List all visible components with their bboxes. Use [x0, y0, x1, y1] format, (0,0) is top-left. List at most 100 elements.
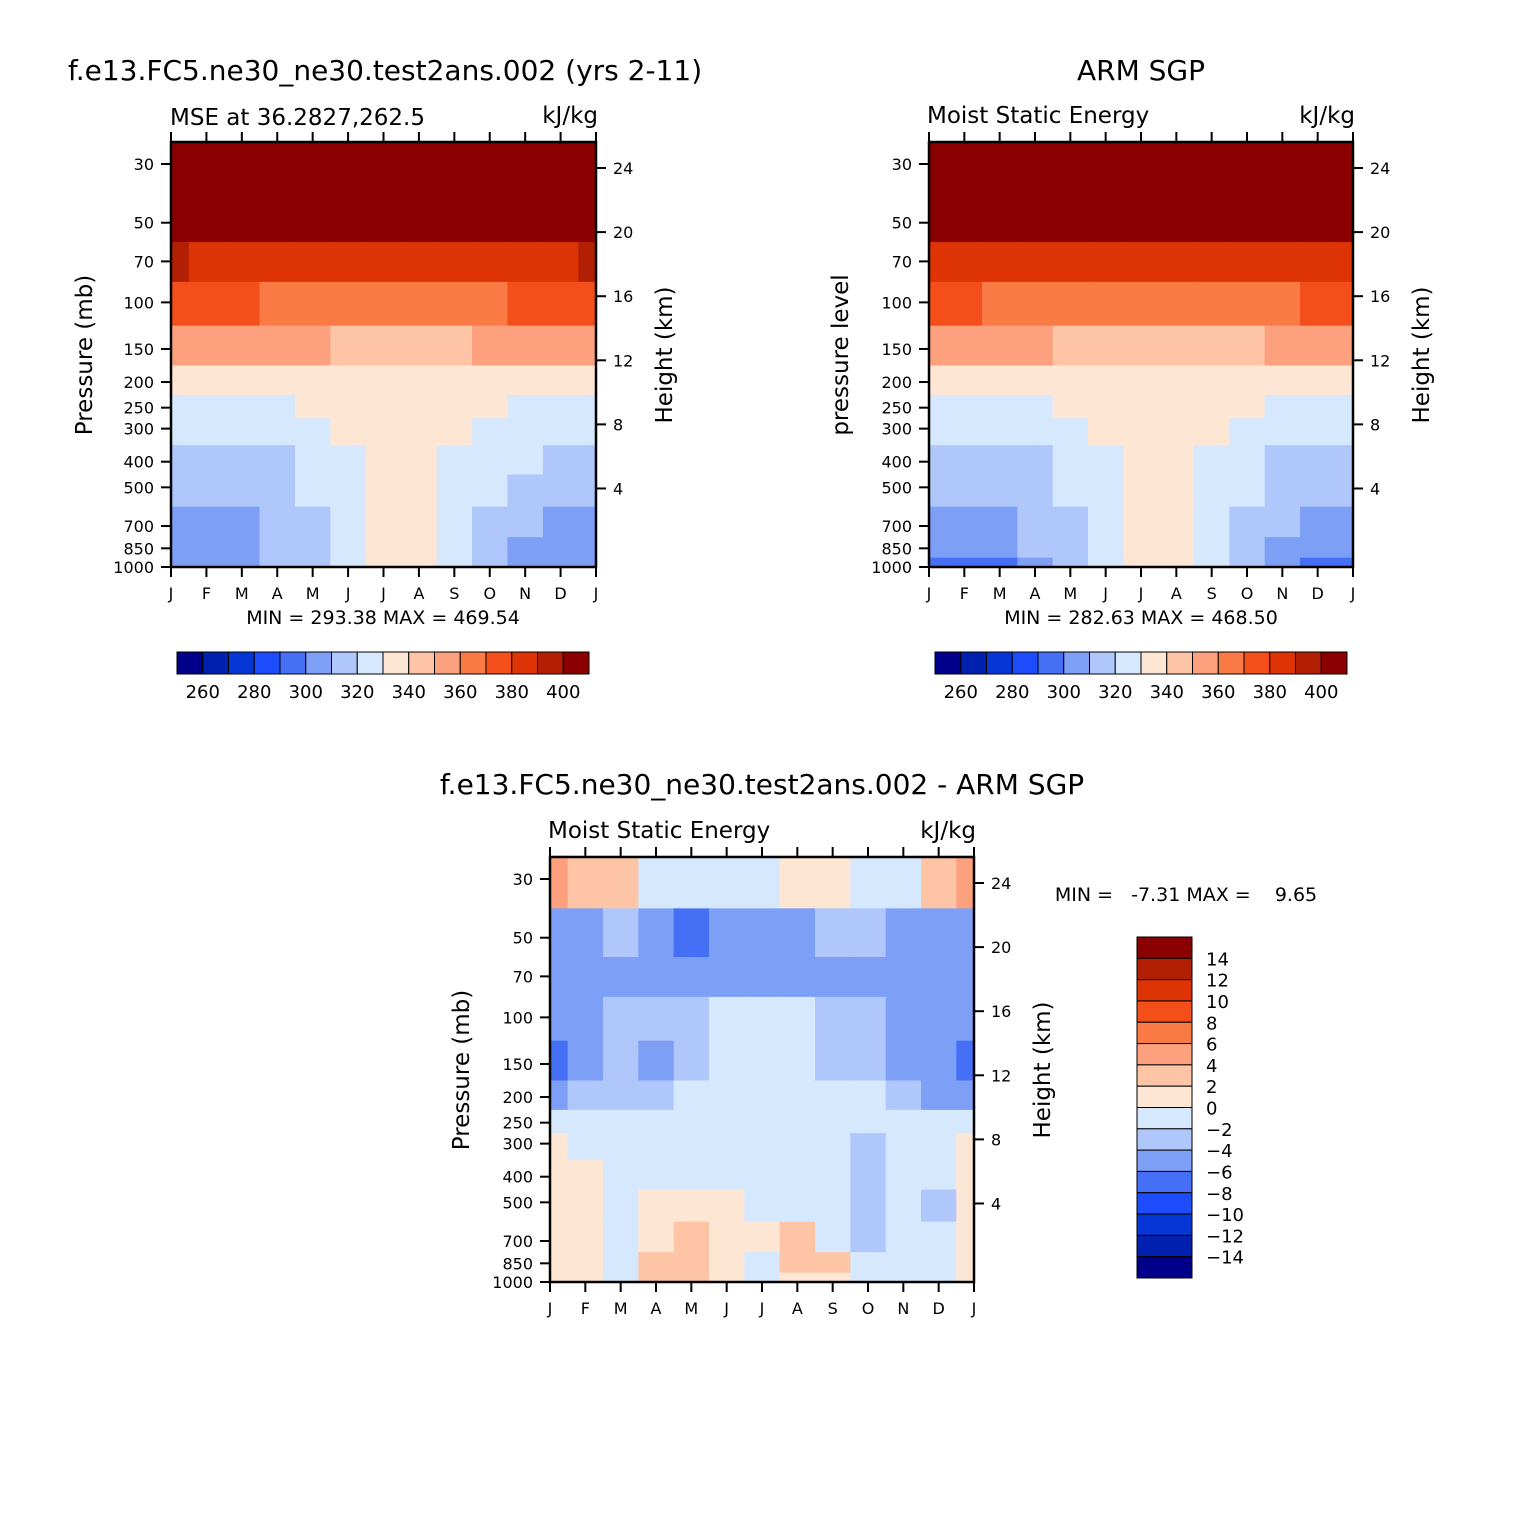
contour-cell [1123, 281, 1160, 327]
contour-cell [578, 325, 597, 367]
contour-cell [542, 474, 579, 508]
contour-cell [224, 142, 261, 194]
colorbar-swatch [176, 651, 204, 675]
contour-cell [1335, 142, 1354, 194]
contour-cell [1229, 557, 1266, 568]
contour-cell [603, 908, 639, 958]
contour-cell [1300, 193, 1336, 243]
y-tick-label: 300 [502, 1135, 533, 1154]
contour-cell [673, 1221, 710, 1253]
contour-cell [956, 1221, 975, 1253]
y-tick-label: 500 [123, 478, 154, 497]
contour-cell [815, 1221, 851, 1253]
panel1-colorbar: 260 280 300 320 340 360 380 400 [176, 651, 590, 703]
contour-cell [1264, 193, 1301, 243]
contour-cell [401, 506, 438, 538]
colorbar-swatch [1089, 651, 1116, 675]
y-tick-label: 70 [513, 967, 533, 986]
contour-cell [1229, 445, 1266, 476]
contour-cell [815, 1189, 851, 1223]
colorbar-label: 300 [289, 682, 323, 703]
colorbar-label: 400 [1304, 682, 1338, 703]
contour-cell [1335, 365, 1354, 396]
contour-cell [259, 242, 296, 283]
contour-cell [1017, 281, 1054, 327]
contour-cell [567, 1040, 604, 1082]
contour-cell [956, 996, 975, 1042]
colorbar-swatch [1136, 1085, 1193, 1108]
x-tick-label: M [684, 1299, 698, 1318]
panel1-subtitle-left: MSE at 36.2827,262.5 [170, 105, 425, 131]
contour-cell [779, 996, 816, 1042]
contour-cell [472, 365, 509, 396]
contour-cell [946, 325, 983, 367]
contour-cell [401, 365, 438, 396]
contour-cell [567, 1272, 604, 1283]
contour-cell [1052, 537, 1089, 559]
colorbar-swatch [1011, 651, 1039, 675]
x-tick-label: O [1241, 584, 1254, 603]
x-tick-label: J [926, 584, 932, 603]
contour-cell [603, 1189, 639, 1223]
contour-cell [1017, 394, 1054, 419]
x-tick-label: S [449, 584, 459, 603]
contour-cell [946, 445, 983, 476]
y-right-tick-label: 20 [991, 938, 1011, 957]
contour-cell [638, 1133, 675, 1161]
contour-cell [779, 1080, 816, 1111]
contour-cell [365, 537, 402, 559]
contour-cell [946, 537, 983, 559]
contour-cell [330, 193, 367, 243]
contour-cell [744, 1133, 781, 1161]
colorbar-label: −12 [1206, 1226, 1244, 1247]
contour-cell [850, 1040, 887, 1082]
contour-cell [401, 325, 438, 367]
contour-cell [578, 557, 597, 568]
contour-cell [638, 1040, 675, 1082]
contour-cell [224, 193, 261, 243]
colorbar-swatch [485, 651, 513, 675]
contour-cell [1335, 193, 1354, 243]
contour-cell [779, 957, 816, 998]
contour-cell [1088, 537, 1124, 559]
contour-cell [1123, 445, 1160, 476]
contour-cell [744, 855, 781, 909]
panel2-title: ARM SGP [1077, 54, 1205, 87]
x-tick-label: A [1030, 584, 1041, 603]
contour-cell [188, 193, 225, 243]
contour-cell [638, 1252, 675, 1274]
contour-cell [294, 193, 331, 243]
contour-cell [921, 1272, 957, 1283]
contour-cell [472, 193, 509, 243]
contour-cell [982, 557, 1018, 568]
y-right-tick-label: 16 [613, 287, 633, 306]
y-right-tick-label: 12 [1370, 351, 1390, 370]
y-tick-label: 400 [123, 453, 154, 472]
contour-cell [1052, 242, 1089, 283]
contour-cell [507, 394, 544, 419]
contour-cell [921, 1080, 957, 1111]
contour-cell [709, 855, 745, 909]
contour-cell [1264, 325, 1301, 367]
contour-cell [472, 557, 509, 568]
contour-cell [1300, 242, 1336, 283]
contour-cell [401, 537, 438, 559]
contour-cell [815, 1160, 851, 1191]
contour-cell [171, 394, 190, 419]
contour-cell [982, 506, 1018, 538]
contour-cell [850, 908, 887, 958]
y-tick-label: 100 [502, 1008, 533, 1027]
contour-cell [188, 445, 225, 476]
y-right-tick-label: 8 [613, 415, 623, 434]
contour-cell [1335, 418, 1354, 446]
contour-cell [1052, 418, 1089, 446]
contour-cell [603, 996, 639, 1042]
x-tick-label: J [547, 1299, 553, 1318]
contour-cell [1017, 474, 1054, 508]
contour-cell [946, 506, 983, 538]
panel1-subtitle-right: kJ/kg [542, 103, 598, 129]
contour-cell [567, 1221, 604, 1253]
colorbar-swatch [434, 651, 461, 675]
colorbar-swatch [1136, 979, 1193, 1002]
